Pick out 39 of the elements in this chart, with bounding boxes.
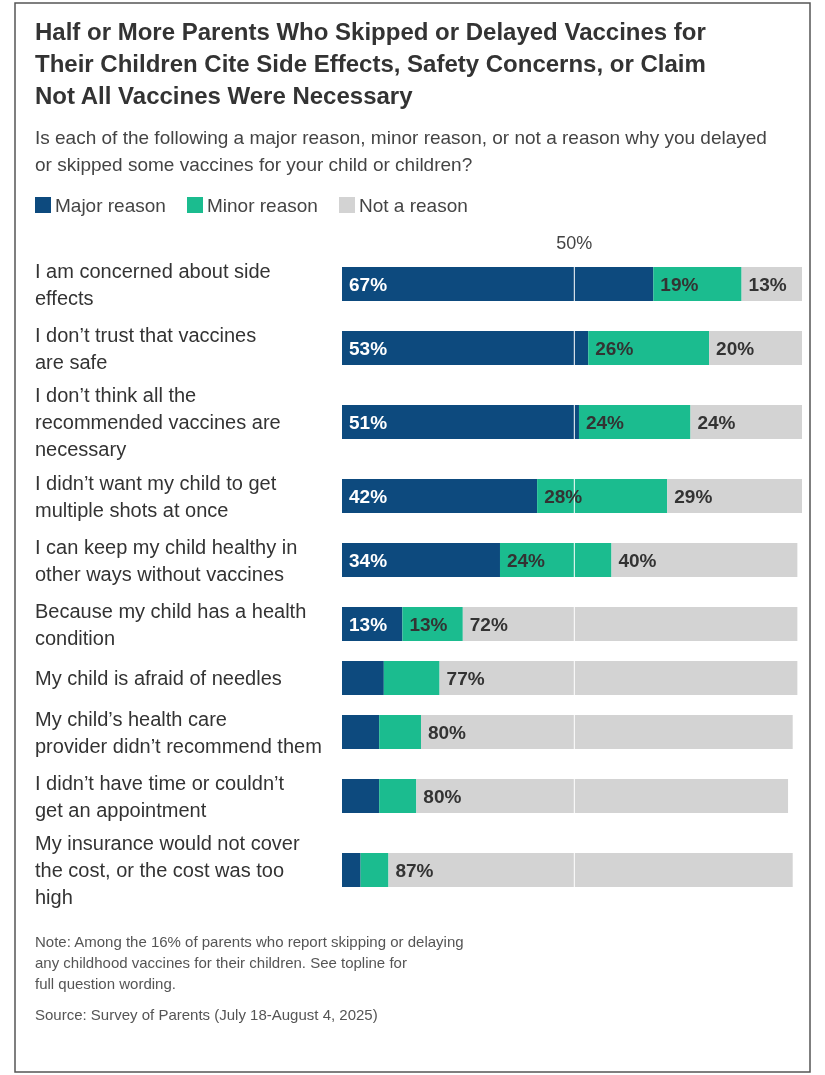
legend-label: Not a reason	[359, 195, 468, 216]
y-tick-label: I am concerned about side effects	[35, 259, 271, 309]
data-label: 13%	[409, 614, 448, 635]
data-label: 87%	[395, 860, 434, 881]
data-label: 20%	[716, 338, 755, 359]
data-label: 80%	[423, 786, 462, 807]
data-label: 80%	[427, 722, 467, 743]
y-tick-label: Because my child has a health condition	[35, 599, 307, 649]
y-tick-label: My child is afraid of needles	[35, 667, 282, 689]
y-tick-label: I didn’t have time or couldn’t get an appointment	[35, 771, 285, 821]
data-label: 42%	[349, 486, 388, 507]
y-tick-label: I didn’t want my child to get multiple shots at once	[35, 471, 277, 521]
source-note: Source: Survey of Parents (July 18-August 4, 2025)	[35, 1006, 378, 1023]
y-tick-label: I don’t trust that vaccines are safe	[35, 323, 257, 373]
data-label: 34%	[349, 550, 388, 571]
text: Note: Among the 16% of parents who report skipping or delaying any childhood vaccines for their children. See topline for full question wording.	[35, 933, 464, 992]
legend-label: Minor reason	[207, 195, 318, 216]
data-label: 77%	[446, 668, 485, 689]
data-label: 40%	[618, 550, 657, 571]
data-label: 67%	[349, 274, 388, 295]
data-label: 51%	[349, 412, 388, 433]
data-label: 13%	[349, 614, 388, 635]
chart-subtitle: Is each of the following a major reason, minor reason, or not a reason why you delayed or skipped some vaccines for your child or children?	[35, 127, 767, 175]
data-label: 26%	[595, 338, 634, 359]
data-label: 24%	[506, 550, 546, 571]
data-label: 29%	[674, 486, 713, 507]
y-tick-label: My insurance would not cover the cost, or the cost was too high	[35, 832, 300, 908]
data-label: 19%	[660, 274, 699, 295]
y-tick-label: I can keep my child healthy in other ways without vaccines	[35, 535, 298, 585]
data-label: 24%	[697, 412, 736, 433]
data-label: 72%	[469, 614, 508, 635]
ref-line-label: 50%	[556, 233, 593, 253]
legend-label: Major reason	[55, 195, 166, 216]
y-tick-label: I don’t think all the recommended vaccines are necessary	[35, 384, 281, 460]
data-label: 13%	[748, 274, 787, 295]
data-label: 53%	[349, 338, 388, 359]
y-tick-label: My child’s health care provider didn’t recommend them	[35, 707, 322, 757]
data-label: 24%	[585, 412, 625, 433]
chart-title: Half or More Parents Who Skipped or Delayed Vaccines for Their Children Cite Side Effects, Safety Concerns, or Claim Not All Vaccines Were Necessary	[35, 18, 706, 109]
